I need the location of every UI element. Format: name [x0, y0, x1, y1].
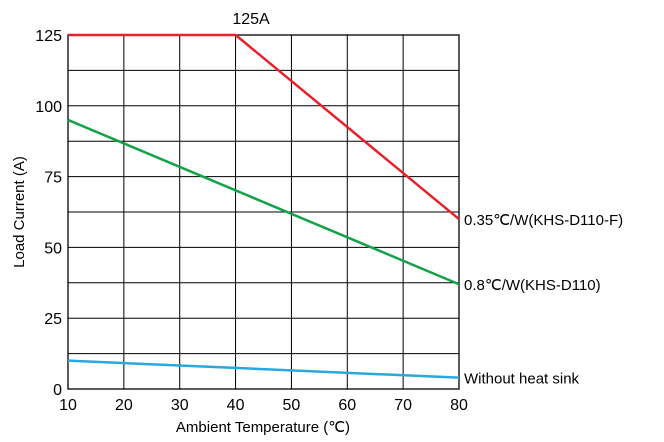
- y-tick-label: 50: [44, 240, 62, 257]
- series-line-1: [68, 33, 460, 221]
- x-tick-label: 30: [171, 397, 189, 414]
- y-tick-label: 25: [44, 311, 62, 328]
- y-tick-label: 125: [35, 28, 62, 45]
- x-tick-label: 70: [394, 397, 412, 414]
- x-tick-label: 20: [115, 397, 133, 414]
- series-label-1: 0.35℃/W(KHS-D110-F): [464, 212, 623, 229]
- series-labels: 0.35℃/W(KHS-D110-F) 0.8℃/W(KHS-D110) Witho…: [464, 212, 623, 388]
- series-label-3: Without heat sink: [464, 371, 580, 388]
- x-tick-label: 60: [338, 397, 356, 414]
- x-axis-label: Ambient Temperature (℃): [176, 419, 350, 436]
- x-tick-label: 10: [59, 397, 77, 414]
- x-tick-label: 50: [283, 397, 301, 414]
- annotation-125a: 125A: [232, 11, 270, 28]
- x-tick-label: 80: [450, 397, 468, 414]
- plot-frame: [67, 34, 460, 390]
- series-line-2: [67, 118, 460, 286]
- y-axis-label: Load Current (A): [11, 156, 28, 268]
- grid: [68, 35, 459, 389]
- y-tick-label: 0: [53, 382, 62, 399]
- y-tick-label: 100: [35, 99, 62, 116]
- series-lines: [67, 33, 460, 379]
- y-tick-label: 75: [44, 170, 62, 187]
- tick-labels: 10 20 30 40 50 60 70 80 0 25 50 75 100 125: [35, 28, 468, 414]
- series-label-2: 0.8℃/W(KHS-D110): [464, 277, 601, 294]
- series-line-3: [67, 359, 460, 379]
- x-tick-label: 40: [227, 397, 245, 414]
